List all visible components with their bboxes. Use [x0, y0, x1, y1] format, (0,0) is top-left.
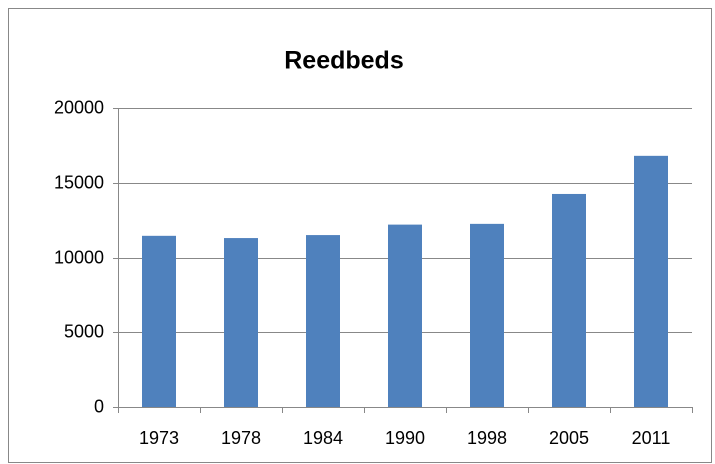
chart-border [8, 8, 712, 463]
y-tick-label: 0 [94, 396, 104, 416]
x-tick-label: 1998 [467, 428, 507, 448]
y-tick-label: 5000 [64, 321, 104, 341]
x-tick-label: 2011 [632, 428, 671, 448]
y-tick-label: 15000 [54, 172, 104, 192]
y-tick-label: 20000 [54, 97, 104, 117]
bar [142, 235, 176, 407]
x-tick-label: 2005 [549, 428, 589, 448]
bar [552, 193, 586, 407]
bar [634, 155, 668, 407]
bar [388, 224, 422, 407]
bar [470, 223, 504, 407]
x-tick-label: 1978 [221, 428, 261, 448]
bar [306, 235, 340, 407]
y-tick-label: 10000 [54, 247, 104, 267]
x-tick-label: 1973 [139, 428, 179, 448]
chart-title: Reedbeds [284, 47, 403, 75]
bar [224, 238, 258, 407]
x-tick-label: 1984 [303, 428, 343, 448]
x-tick-label: 1990 [385, 428, 425, 448]
